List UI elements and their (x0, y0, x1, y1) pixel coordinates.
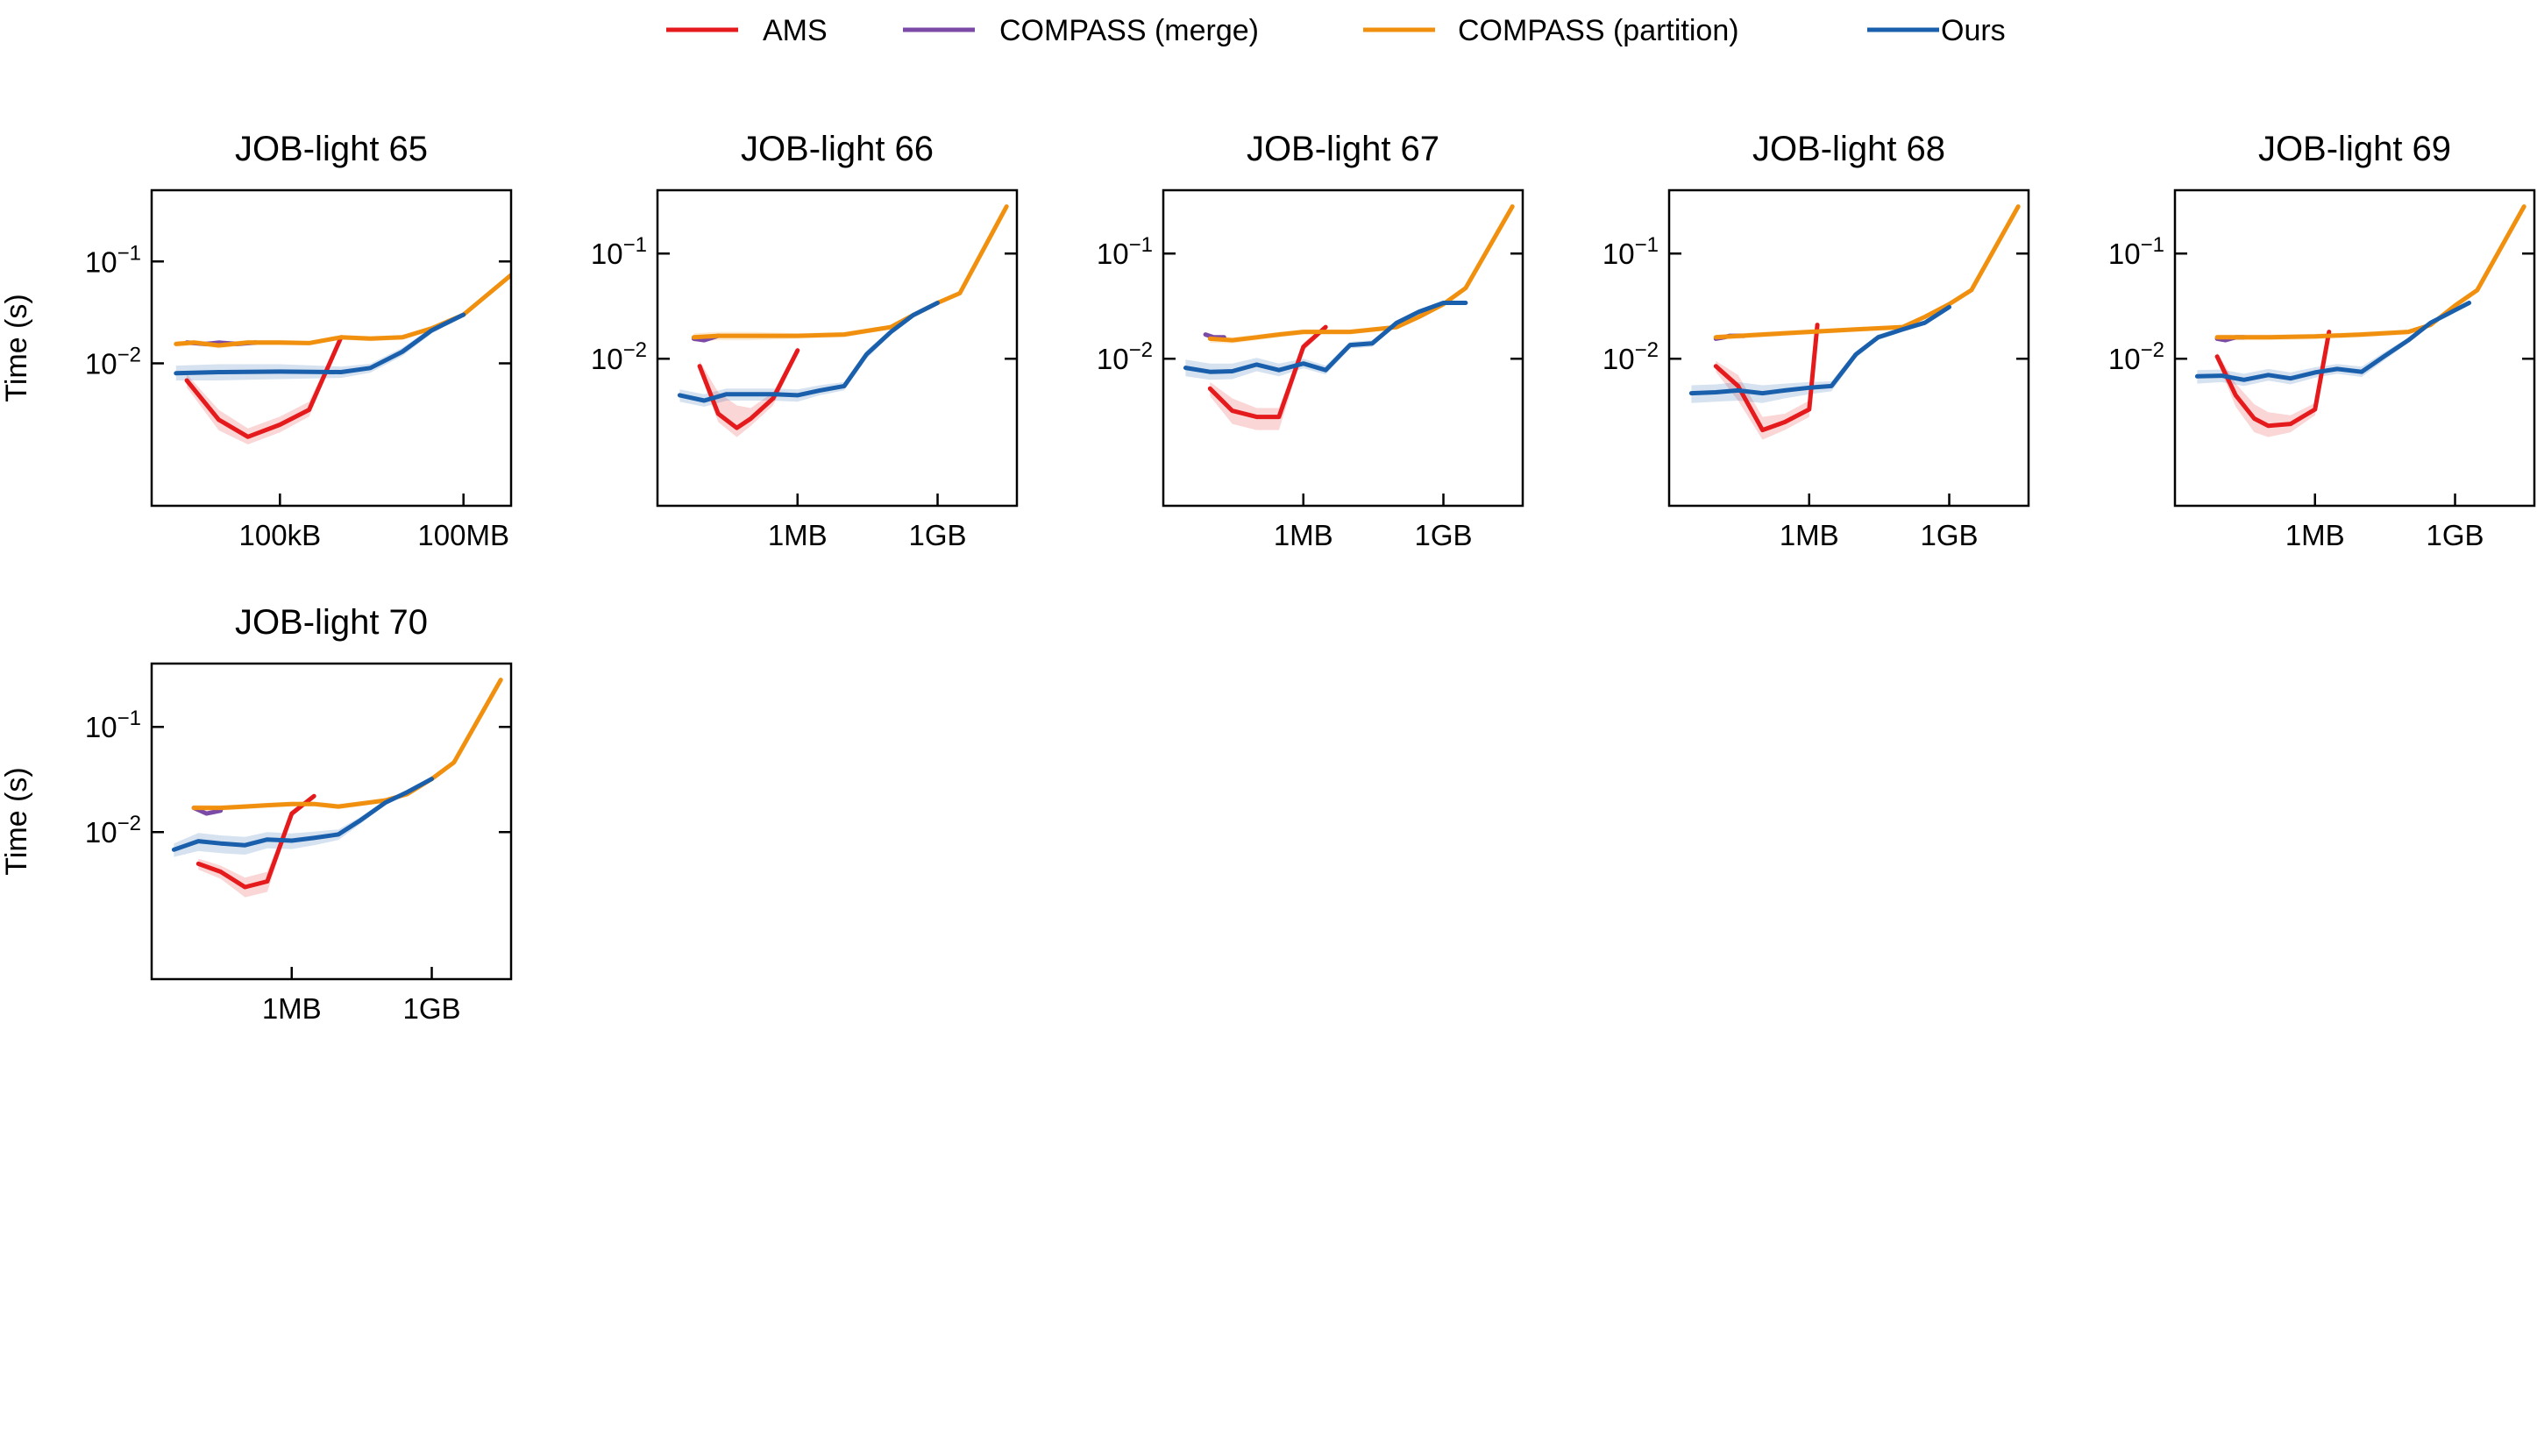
y-tick-label: 10−2 (85, 343, 141, 380)
plot-area (174, 272, 511, 444)
x-tick-label: 1GB (402, 992, 460, 1025)
legend-label-ams: AMS (763, 14, 828, 47)
legend-item-compass-partition: COMPASS (partition) (1363, 14, 1739, 47)
y-tick-label: 10−1 (2108, 233, 2164, 270)
band-compass-partition (175, 273, 511, 349)
plot-frame (150, 188, 513, 508)
band-ams (1210, 324, 1326, 430)
legend-label-compass-merge: COMPASS (merge) (999, 14, 1259, 47)
plot-frame (150, 662, 513, 981)
legend-item-compass-merge: COMPASS (merge) (903, 14, 1259, 47)
band-ams (700, 346, 798, 437)
x-tick-label: 1MB (1780, 519, 1839, 551)
plot-frame (1667, 188, 2030, 508)
x-tick-label: 1GB (1414, 519, 1472, 551)
panel-title: JOB-light 65 (235, 130, 428, 168)
series-line-ams (697, 348, 800, 430)
band-ams (187, 335, 342, 444)
plot-area (1183, 204, 1515, 430)
panel-title: JOB-light 66 (741, 130, 934, 168)
y-tick-label: 10−2 (85, 812, 141, 849)
series-line-ours (1688, 304, 1951, 396)
x-tick-label: 1GB (2426, 519, 2484, 551)
y-tick-label: 10−2 (2108, 338, 2164, 375)
legend-item-ours: Ours (1867, 14, 2006, 47)
y-tick-label: 10−1 (1603, 233, 1659, 270)
plot-frame (1162, 188, 1524, 508)
plot-area (2194, 204, 2526, 437)
series-line-ours (1183, 301, 1468, 374)
plot-frame (2173, 188, 2536, 508)
series-line-ams (184, 335, 344, 439)
y-tick-label: 10−1 (1097, 233, 1153, 270)
x-tick-label: 1MB (2285, 519, 2345, 551)
plot-frame (656, 188, 1019, 508)
y-tick-label: 10−2 (1603, 338, 1659, 375)
chart-panel-job-light-65: JOB-light 65 10−2 10−1 100kB 100MB Time (s) (0, 130, 513, 551)
band-ours (2197, 302, 2469, 387)
series-line-compass-partition (174, 272, 511, 348)
x-tick-label: 100MB (417, 519, 509, 551)
panel-title: JOB-light 67 (1247, 130, 1439, 168)
x-tick-label: 1GB (908, 519, 966, 551)
band-ours (174, 778, 432, 857)
series-line-ours (2194, 301, 2472, 382)
series-line-compass-partition (691, 204, 1009, 340)
y-tick-label: 10−1 (85, 241, 141, 278)
legend-label-ours: Ours (1941, 14, 2006, 47)
series-line-ours (171, 777, 434, 852)
y-axis-label: Time (s) (0, 294, 33, 401)
band-compass-partition (194, 678, 501, 812)
band-ours (1185, 302, 1466, 380)
legend-item-ams: AMS (666, 14, 828, 47)
y-tick-label: 10−1 (591, 233, 647, 270)
panel-title: JOB-light 68 (1752, 130, 1945, 168)
legend: AMS COMPASS (merge) COMPASS (partition) … (666, 14, 2006, 47)
chart-panel-job-light-68: JOB-light 68 10−2 10−1 1MB 1GB (1603, 130, 2030, 551)
band-compass-partition (1716, 204, 2019, 341)
chart-panel-job-light-70: JOB-light 70 10−2 10−1 1MB 1GB Time (s) (0, 603, 513, 1025)
series-line-compass-partition (1713, 204, 2021, 340)
series-line-ours (677, 301, 940, 403)
legend-label-compass-partition: COMPASS (partition) (1458, 14, 1739, 47)
band-compass-partition (2217, 204, 2525, 341)
series-line-ams (1207, 324, 1328, 420)
plot-area (1688, 204, 2021, 440)
x-tick-label: 1GB (1920, 519, 1978, 551)
series-line-ams (1713, 323, 1820, 433)
y-tick-label: 10−1 (85, 707, 141, 743)
chart-panel-job-light-66: JOB-light 66 10−2 10−1 1MB 1GB (591, 130, 1019, 551)
y-tick-label: 10−2 (1097, 338, 1153, 375)
series-line-ams (2214, 330, 2332, 429)
band-compass-partition (693, 204, 1007, 342)
series-line-ams (195, 793, 316, 890)
x-tick-label: 1MB (1274, 519, 1333, 551)
band-ours (679, 302, 938, 407)
x-tick-label: 1MB (262, 992, 322, 1025)
panel-title: JOB-light 69 (2258, 130, 2451, 168)
series-line-ours (174, 312, 466, 376)
panel-title: JOB-light 70 (235, 603, 428, 642)
band-ams (198, 793, 315, 898)
chart-panel-job-light-69: JOB-light 69 10−2 10−1 1MB 1GB (2108, 130, 2536, 551)
series-line-compass-partition (191, 678, 503, 811)
plot-area (677, 204, 1009, 437)
band-compass-partition (1210, 204, 1513, 344)
x-tick-label: 100kB (239, 519, 322, 551)
plot-area (171, 678, 503, 898)
y-axis-label: Time (s) (0, 767, 33, 875)
series-line-compass-partition (2214, 204, 2526, 340)
band-ams (1716, 323, 1818, 440)
y-tick-label: 10−2 (591, 338, 647, 375)
x-tick-label: 1MB (768, 519, 828, 551)
chart-panel-job-light-67: JOB-light 67 10−2 10−1 1MB 1GB (1097, 130, 1524, 551)
series-line-compass-partition (1207, 204, 1515, 343)
